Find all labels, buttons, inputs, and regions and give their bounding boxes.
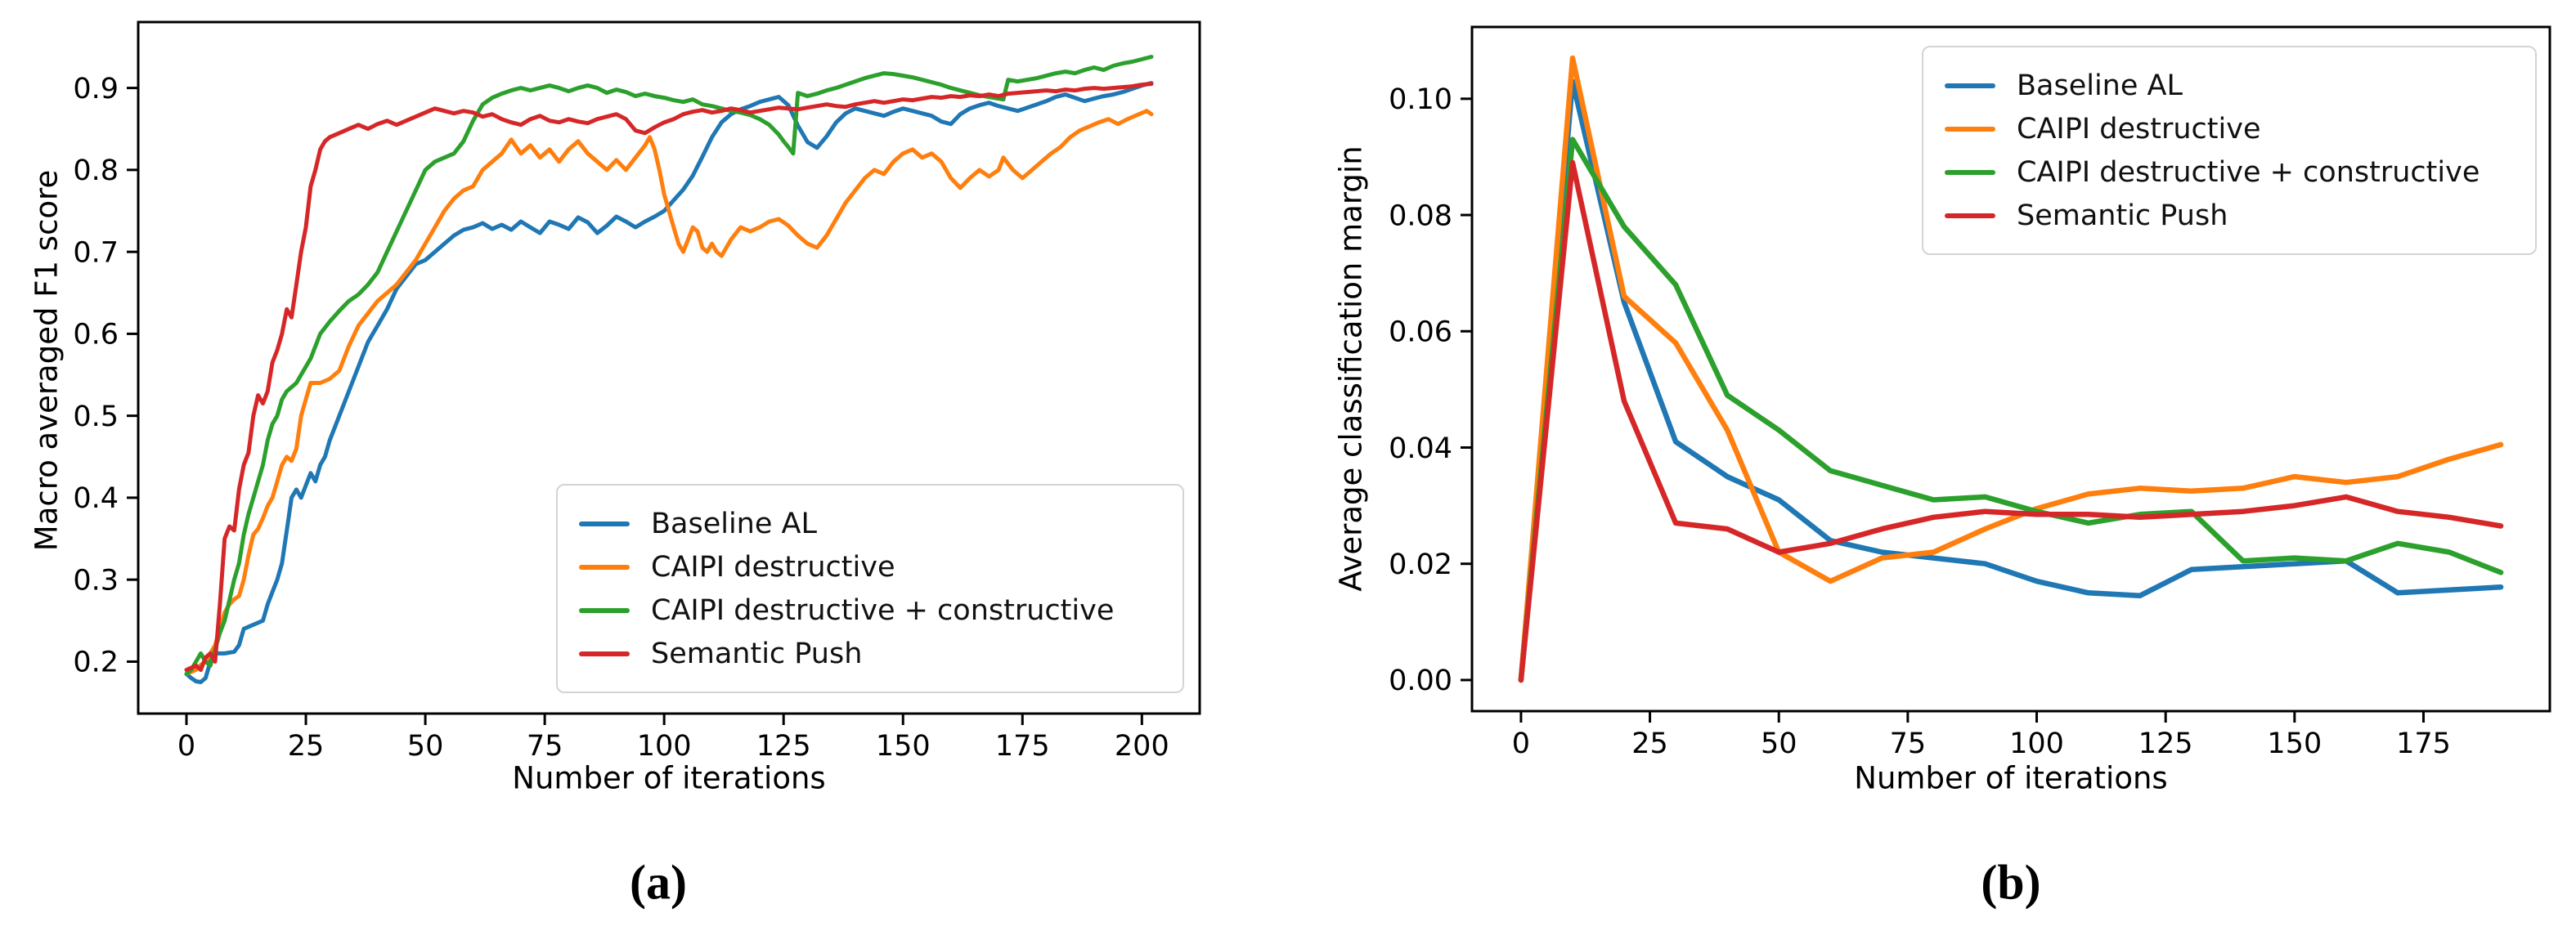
legend-b: Baseline AL CAIPI destructive CAIPI dest… — [1922, 46, 2537, 255]
series-caipi-destructive-line — [1518, 55, 2504, 683]
axes-frame-a — [137, 20, 1201, 715]
axes-frame-b — [1470, 25, 2551, 713]
legend-item: Semantic Push — [579, 632, 1161, 675]
legend-line-baseline-al — [579, 521, 630, 526]
legend-item: Baseline AL — [1945, 64, 2514, 107]
y-tick-label: 0.2 — [73, 647, 119, 679]
legend-label: Baseline AL — [651, 507, 817, 540]
legend-line-caipi-destructive-constructive — [579, 607, 630, 613]
x-tick-label: 125 — [756, 730, 811, 763]
legend-label: CAIPI destructive + constructive — [2017, 155, 2480, 189]
x-tick-label: 25 — [288, 730, 325, 763]
x-axis-label-b: Number of iterations — [1854, 760, 2168, 796]
x-tick-label: 50 — [1761, 727, 1797, 760]
legend-line-caipi-destructive-constructive — [1945, 169, 1995, 175]
y-tick-label: 0.00 — [1389, 665, 1452, 697]
y-tick-label: 0.5 — [73, 401, 119, 433]
y-axis-label-b: Average classification margin — [1333, 145, 1369, 592]
y-tick-label: 0.06 — [1389, 316, 1452, 349]
x-tick-label: 75 — [1890, 727, 1927, 760]
y-tick-label: 0.10 — [1389, 83, 1452, 116]
series-caipi-destructive-constructive-line — [1518, 137, 2504, 683]
x-axis-label-a: Number of iterations — [512, 760, 826, 796]
y-tick-label: 0.02 — [1389, 548, 1452, 581]
legend-item: CAIPI destructive — [1945, 107, 2514, 150]
x-tick-label: 175 — [995, 730, 1050, 763]
panel-a-plot: 0 25 50 75 100 125 150 175 200 0.2 0.3 0.4 0.5 0.6 0.7… — [73, 20, 1201, 763]
y-tick-label: 0.6 — [73, 319, 119, 351]
x-tick-label: 200 — [1115, 730, 1169, 763]
series-semantic-push-line — [184, 82, 1154, 672]
x-tick-label: 75 — [527, 730, 563, 763]
y-tick-label: 0.3 — [73, 564, 119, 597]
x-tick-label: 125 — [2138, 727, 2193, 760]
legend-item: CAIPI destructive + constructive — [579, 589, 1161, 632]
x-tick-label: 175 — [2396, 727, 2451, 760]
legend-label: Baseline AL — [2017, 69, 2183, 102]
legend-label: Semantic Push — [651, 637, 863, 670]
legend-a: Baseline AL CAIPI destructive CAIPI dest… — [556, 484, 1184, 693]
legend-item: Semantic Push — [1945, 194, 2514, 237]
y-tick-label: 0.08 — [1389, 199, 1452, 232]
x-tick-label: 25 — [1631, 727, 1668, 760]
x-tick-label: 100 — [2009, 727, 2064, 760]
legend-line-caipi-destructive — [579, 564, 630, 570]
legend-line-semantic-push — [579, 651, 630, 656]
y-axis-label-a: Macro averaged F1 score — [29, 169, 65, 552]
y-tick-label: 0.7 — [73, 236, 119, 269]
legend-line-semantic-push — [1945, 213, 1995, 218]
series-baseline-al-line — [184, 81, 1154, 684]
legend-label: CAIPI destructive — [2017, 112, 2261, 145]
x-tick-label: 100 — [637, 730, 692, 763]
legend-line-baseline-al — [1945, 83, 1995, 88]
y-tick-label: 0.04 — [1389, 432, 1452, 465]
x-tick-label: 0 — [177, 730, 195, 763]
legend-line-caipi-destructive — [1945, 126, 1995, 132]
series-caipi-destructive-line — [184, 109, 1154, 676]
x-tick-label: 0 — [1512, 727, 1530, 760]
caption-a: (a) — [630, 855, 687, 910]
y-tick-label: 0.9 — [73, 73, 119, 105]
legend-item: CAIPI destructive — [579, 545, 1161, 589]
caption-b: (b) — [1981, 855, 2041, 910]
series-semantic-push-line — [1518, 159, 2504, 683]
y-tick-label: 0.4 — [73, 482, 119, 515]
legend-item: Baseline AL — [579, 502, 1161, 545]
x-tick-label: 150 — [876, 730, 931, 763]
x-tick-label: 150 — [2267, 727, 2322, 760]
panel-b-plot: 0 25 50 75 100 125 150 175 0.00 0.02 0.04 0.06 0.08 0… — [1389, 25, 2551, 760]
legend-label: CAIPI destructive + constructive — [651, 593, 1115, 627]
legend-label: Semantic Push — [2017, 199, 2228, 232]
x-tick-label: 50 — [407, 730, 444, 763]
y-tick-label: 0.8 — [73, 154, 119, 187]
legend-label: CAIPI destructive — [651, 550, 895, 584]
legend-item: CAIPI destructive + constructive — [1945, 150, 2514, 194]
